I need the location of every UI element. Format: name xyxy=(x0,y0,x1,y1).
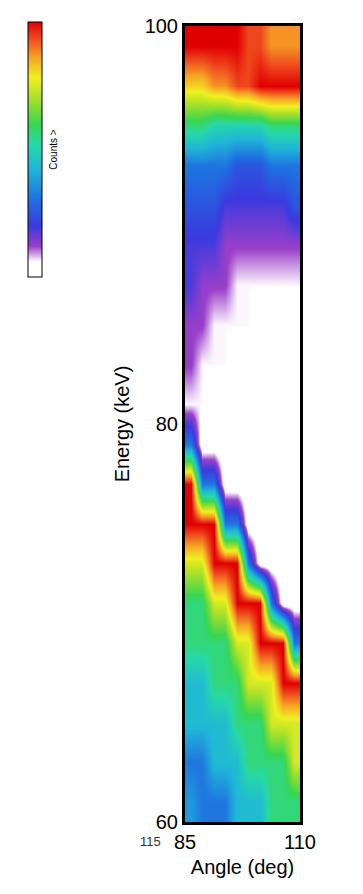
svg-text:Energy (keV): Energy (keV) xyxy=(111,366,133,483)
svg-text:60: 60 xyxy=(156,811,178,833)
svg-text:85: 85 xyxy=(174,831,196,853)
svg-text:100: 100 xyxy=(145,15,178,37)
svg-text:115: 115 xyxy=(140,834,161,849)
svg-text:80: 80 xyxy=(156,413,178,435)
svg-text:Angle (deg): Angle (deg) xyxy=(191,856,294,878)
svg-text:110: 110 xyxy=(284,831,316,853)
svg-text:Counts >: Counts > xyxy=(48,129,59,169)
